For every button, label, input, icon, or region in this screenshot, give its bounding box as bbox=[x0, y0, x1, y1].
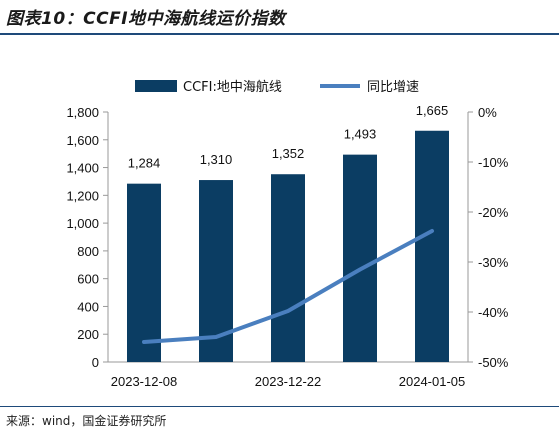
y-right-tick-label: -50% bbox=[478, 355, 509, 370]
legend-bar-label: CCFI:地中海航线 bbox=[183, 79, 282, 95]
source-divider bbox=[0, 406, 559, 407]
yoy-growth-point bbox=[358, 268, 362, 271]
y-left-tick-label: 1,600 bbox=[66, 133, 99, 148]
yoy-growth-point bbox=[286, 309, 290, 313]
y-right-tick-label: -30% bbox=[478, 255, 509, 270]
y-left-tick-label: 800 bbox=[77, 244, 99, 259]
bar bbox=[271, 174, 305, 362]
bar bbox=[127, 183, 161, 362]
yoy-growth-point bbox=[430, 229, 434, 233]
yoy-growth-point bbox=[214, 335, 218, 339]
bar-data-label: 1,493 bbox=[344, 127, 377, 142]
x-tick-label: 2023-12-08 bbox=[111, 374, 178, 389]
bar bbox=[415, 130, 449, 362]
y-left-tick-label: 1,400 bbox=[66, 161, 99, 176]
bar-data-label: 1,352 bbox=[272, 146, 305, 161]
y-right-tick-label: -20% bbox=[478, 205, 509, 220]
y-left-tick-label: 1,000 bbox=[66, 216, 99, 231]
bar bbox=[343, 154, 377, 362]
yoy-growth-point bbox=[142, 340, 146, 344]
figure-title: 图表10：CCFI地中海航线运价指数 bbox=[6, 9, 286, 29]
y-right-tick-label: 0% bbox=[478, 105, 497, 120]
y-left-tick-label: 200 bbox=[77, 327, 99, 342]
title-divider bbox=[0, 33, 559, 35]
y-left-tick-label: 400 bbox=[77, 299, 99, 314]
y-left-tick-label: 1,800 bbox=[66, 105, 99, 120]
bar-data-label: 1,284 bbox=[128, 156, 161, 171]
chart: CCFI:地中海航线 同比增速 0 200 400 600 800 1,000 1,200 1… bbox=[66, 79, 509, 389]
bar-data-label: 1,310 bbox=[200, 152, 233, 167]
y-right-tick-label: -40% bbox=[478, 305, 509, 320]
bar-data-label: 1,665 bbox=[416, 103, 449, 118]
y-right-tick-label: -10% bbox=[478, 155, 509, 170]
y-left-tick-label: 600 bbox=[77, 272, 99, 287]
x-tick-label: 2024-01-05 bbox=[399, 374, 466, 389]
y-left-tick-label: 1,200 bbox=[66, 188, 99, 203]
x-tick-label: 2023-12-22 bbox=[255, 374, 322, 389]
y-left-tick-label: 0 bbox=[92, 355, 99, 370]
legend: CCFI:地中海航线 同比增速 bbox=[135, 79, 419, 95]
source-note: 来源：wind，国金证券研究所 bbox=[6, 414, 167, 428]
legend-line-label: 同比增速 bbox=[367, 80, 419, 95]
legend-bar-swatch bbox=[135, 80, 177, 92]
